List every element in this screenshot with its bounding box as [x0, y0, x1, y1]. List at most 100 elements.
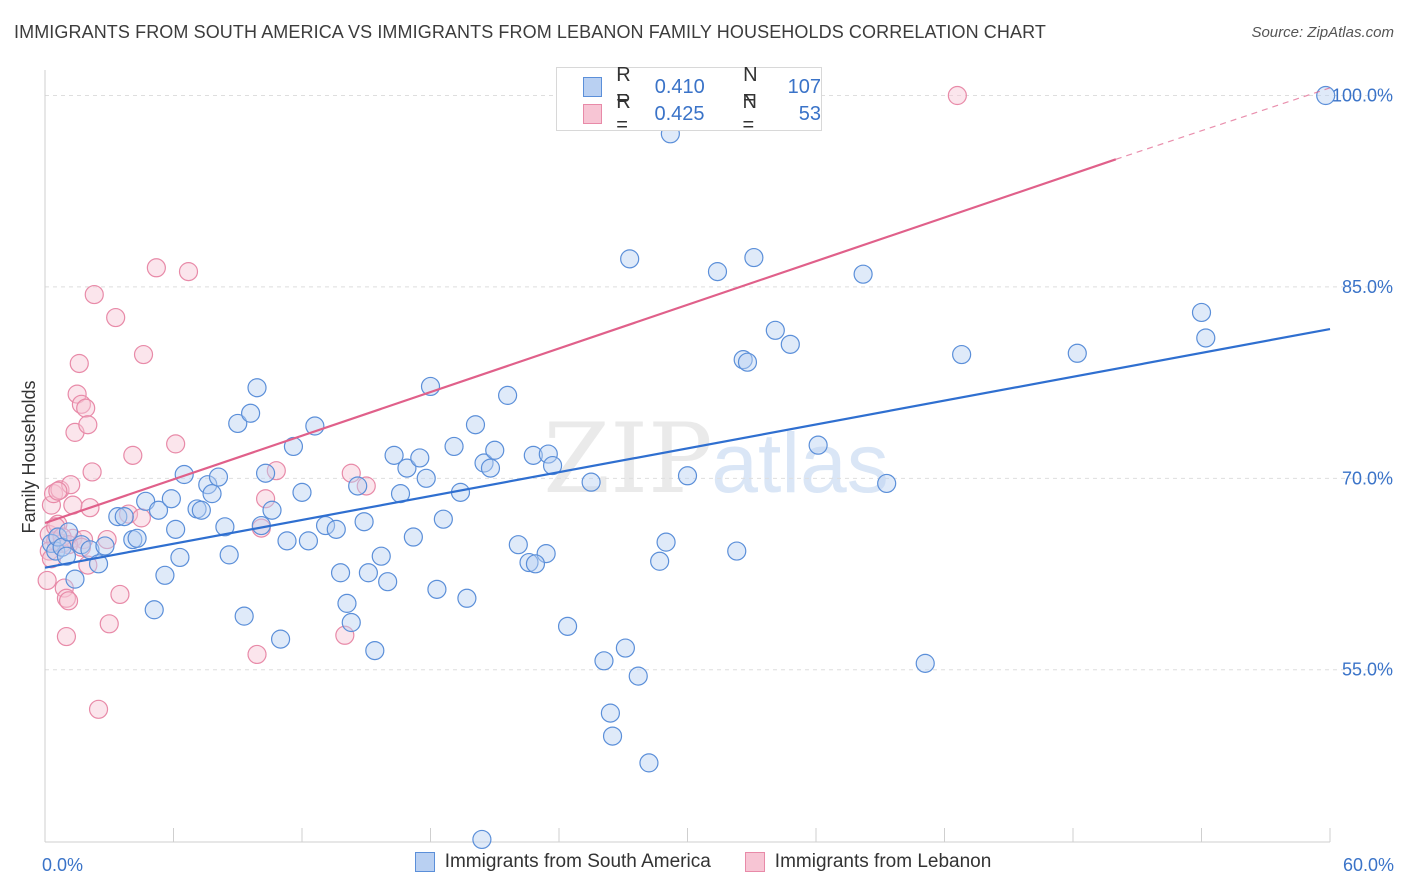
data-point	[58, 591, 79, 611]
data-point	[1316, 85, 1336, 106]
legend-r-value: 0.410	[654, 75, 705, 98]
legend-r-label: R =	[616, 64, 631, 109]
data-point	[354, 512, 374, 532]
data-point	[444, 436, 464, 457]
data-point	[457, 588, 477, 608]
data-point	[127, 528, 147, 548]
data-point	[133, 344, 154, 365]
data-point	[106, 307, 126, 328]
data-point	[95, 536, 115, 556]
data-point	[67, 384, 87, 404]
data-point	[365, 640, 385, 661]
data-point	[234, 606, 254, 626]
data-point	[56, 546, 77, 566]
data-point	[110, 584, 130, 605]
data-point	[52, 527, 72, 547]
data-point	[1191, 302, 1212, 323]
data-point	[348, 476, 368, 496]
data-point	[326, 519, 346, 539]
data-point	[485, 440, 505, 460]
correlation-legend: R = 0.410 N = 107 R = 0.425 N = 53	[556, 64, 822, 136]
data-point	[952, 344, 972, 365]
data-point	[283, 436, 304, 457]
data-point	[228, 413, 248, 434]
data-point	[538, 444, 558, 464]
data-point	[56, 626, 77, 647]
data-point	[397, 458, 417, 478]
y-tick-label: 55.0%	[1342, 660, 1393, 680]
data-point	[853, 264, 873, 284]
data-point	[131, 508, 151, 528]
data-point	[191, 500, 211, 520]
data-point	[358, 563, 378, 583]
data-point	[76, 398, 96, 418]
y-axis-label: Family Households	[19, 380, 39, 533]
data-point	[378, 572, 398, 592]
data-point	[371, 546, 391, 566]
data-point	[198, 475, 218, 495]
y-tick-label: 70.0%	[1342, 468, 1393, 488]
data-point	[1196, 328, 1216, 348]
data-point	[707, 262, 728, 282]
data-point	[84, 284, 104, 305]
data-point	[255, 489, 276, 509]
data-point	[37, 570, 57, 591]
data-point	[208, 467, 229, 487]
data-point	[48, 527, 68, 547]
data-point	[174, 464, 194, 485]
source-label: Source: ZipAtlas.com	[1251, 24, 1394, 41]
tick-labels: 55.0% 70.0% 85.0% 100.0% 0.0% 60.0%	[42, 86, 1394, 875]
series-legend-label: Immigrants from South America	[444, 851, 711, 872]
legend-r-label: R =	[616, 91, 631, 136]
legend-r-value: 0.425	[654, 102, 705, 125]
data-point	[215, 517, 235, 537]
data-point	[330, 563, 351, 583]
data-point	[170, 547, 190, 568]
y-tick-label: 100.0%	[1332, 86, 1393, 106]
data-point	[341, 612, 361, 633]
data-point	[474, 453, 494, 473]
data-point	[255, 463, 276, 483]
data-point	[108, 507, 128, 527]
data-point	[292, 482, 312, 502]
data-point	[737, 352, 758, 372]
data-point	[39, 541, 59, 561]
legend-swatch-blue	[583, 77, 603, 97]
data-point	[433, 509, 453, 529]
data-point	[498, 385, 518, 405]
data-point	[480, 458, 501, 478]
data-point	[144, 600, 164, 620]
data-point	[765, 320, 785, 340]
data-point	[808, 435, 828, 455]
data-point	[262, 500, 282, 520]
axes	[44, 70, 1331, 843]
data-point	[69, 353, 89, 374]
data-point	[915, 653, 935, 673]
trend-line	[44, 158, 1117, 525]
data-point	[337, 593, 357, 613]
data-point	[410, 448, 430, 468]
data-point	[620, 249, 640, 269]
data-point	[219, 545, 239, 565]
data-point	[727, 541, 747, 561]
data-point	[947, 85, 967, 106]
data-point	[416, 468, 436, 488]
data-point	[744, 247, 764, 268]
data-point	[403, 527, 423, 547]
data-point	[241, 403, 261, 423]
legend-n-value: 53	[798, 102, 821, 125]
data-point	[148, 500, 169, 520]
data-point	[384, 445, 404, 465]
data-point	[1067, 343, 1087, 363]
series-legend-swatch-pink	[744, 852, 765, 872]
data-point	[780, 334, 800, 354]
data-point	[161, 489, 181, 509]
data-point	[600, 703, 621, 723]
data-point	[247, 378, 267, 398]
data-point	[581, 472, 601, 492]
data-point	[82, 462, 102, 482]
data-point	[615, 638, 635, 658]
data-point	[88, 699, 109, 719]
x-tick-label: 60.0%	[1343, 855, 1394, 875]
series-south-america-points	[41, 85, 1336, 850]
